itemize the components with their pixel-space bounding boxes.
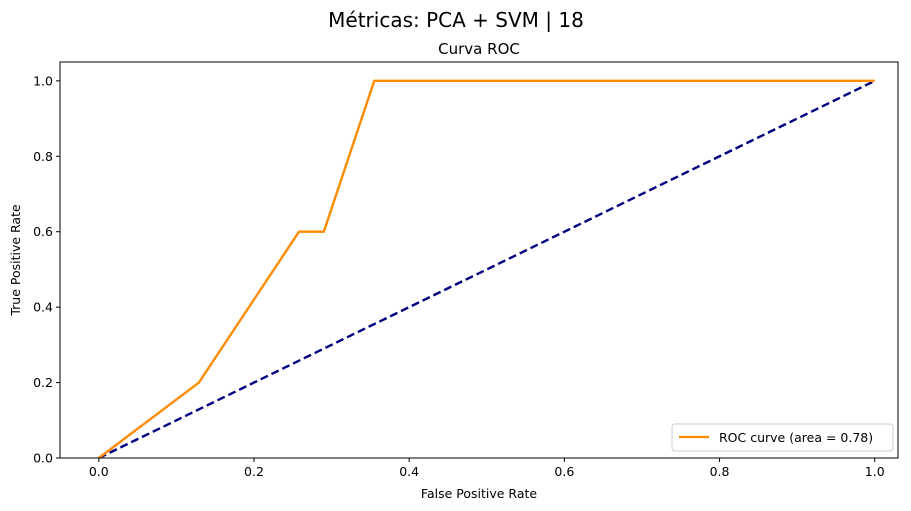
figure-suptitle: Métricas: PCA + SVM | 18	[328, 8, 584, 32]
x-tick-label: 0.4	[399, 464, 419, 479]
x-tick-label: 0.2	[244, 464, 264, 479]
y-tick-label: 0.6	[33, 224, 53, 239]
legend-box	[671, 423, 894, 452]
y-axis-label: True Positive Rate	[8, 204, 23, 317]
roc-curve-line	[98, 79, 875, 459]
y-tick-label: 0.2	[33, 375, 53, 390]
y-tick-label: 0.8	[33, 149, 53, 164]
y-tick-label: 0.0	[33, 451, 53, 466]
x-axis-label: False Positive Rate	[421, 486, 537, 501]
y-axis-ticks: 0.0 0.2 0.4 0.6 0.8 1.0	[33, 73, 60, 466]
y-tick-label: 0.4	[33, 300, 53, 315]
x-tick-label: 0.6	[554, 464, 574, 479]
legend-label: ROC curve (area = 0.78)	[719, 430, 873, 445]
series-layer	[98, 79, 876, 460]
legend: ROC curve (area = 0.78)	[671, 423, 894, 452]
plot-frame	[59, 61, 899, 459]
y-tick-label: 1.0	[33, 73, 53, 88]
x-tick-label: 1.0	[865, 464, 885, 479]
x-axis-ticks: 0.0 0.2 0.4 0.6 0.8 1.0	[89, 458, 885, 479]
plot-area	[60, 62, 898, 458]
x-tick-label: 0.8	[710, 464, 730, 479]
x-tick-label: 0.0	[89, 464, 109, 479]
chart-title: Curva ROC	[438, 40, 520, 58]
